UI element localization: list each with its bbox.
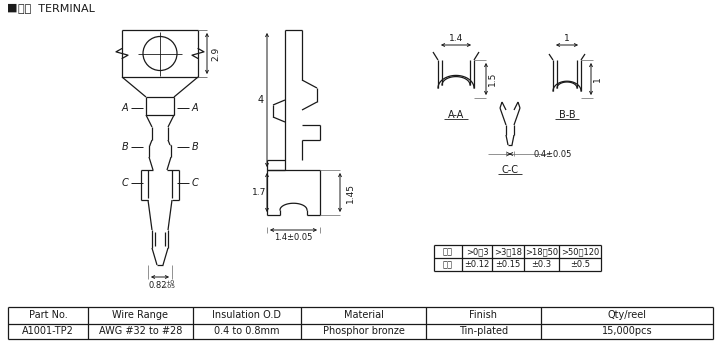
Text: A: A	[122, 103, 128, 113]
Text: 端子  TERMINAL: 端子 TERMINAL	[18, 3, 95, 13]
Text: -.05: -.05	[164, 285, 176, 289]
Text: B-B: B-B	[559, 110, 575, 120]
Text: >18～50: >18～50	[525, 247, 558, 256]
Text: 1.4: 1.4	[449, 33, 463, 42]
Text: Wire Range: Wire Range	[112, 310, 169, 321]
Text: 1.7: 1.7	[252, 188, 266, 197]
Text: >3～18: >3～18	[494, 247, 522, 256]
Text: Tin-plated: Tin-plated	[459, 326, 508, 336]
Text: ±0.12: ±0.12	[464, 260, 490, 269]
Text: ±0.5: ±0.5	[570, 260, 590, 269]
Text: Insulation O.D: Insulation O.D	[213, 310, 281, 321]
Text: B: B	[122, 142, 128, 152]
Text: ±0.3: ±0.3	[531, 260, 552, 269]
Text: 0.82: 0.82	[149, 280, 167, 289]
Text: Phosphor bronze: Phosphor bronze	[322, 326, 404, 336]
Text: >0～3: >0～3	[466, 247, 488, 256]
Text: 1: 1	[593, 76, 601, 82]
Text: 0.4±0.05: 0.4±0.05	[534, 149, 572, 158]
Text: C-C: C-C	[502, 165, 518, 175]
Text: A1001-TP2: A1001-TP2	[22, 326, 74, 336]
Text: 1.4±0.05: 1.4±0.05	[274, 234, 313, 243]
Text: +0: +0	[165, 280, 174, 286]
Text: Part No.: Part No.	[29, 310, 67, 321]
Text: 公差: 公差	[443, 260, 453, 269]
Text: Finish: Finish	[469, 310, 497, 321]
Text: Material: Material	[344, 310, 384, 321]
Text: 15,000pcs: 15,000pcs	[602, 326, 653, 336]
Text: Qty/reel: Qty/reel	[608, 310, 647, 321]
Text: >50～120: >50～120	[561, 247, 599, 256]
Text: C: C	[192, 178, 198, 188]
Text: 1.5: 1.5	[487, 72, 497, 86]
Text: C: C	[122, 178, 128, 188]
Text: 0.4 to 0.8mm: 0.4 to 0.8mm	[214, 326, 280, 336]
Text: ■: ■	[7, 3, 17, 13]
Text: ±0.15: ±0.15	[495, 260, 521, 269]
Text: A: A	[192, 103, 198, 113]
Text: 1: 1	[564, 33, 570, 42]
Text: 范囲: 范囲	[443, 247, 453, 256]
Text: 2.9: 2.9	[211, 46, 221, 61]
Text: AWG #32 to #28: AWG #32 to #28	[99, 326, 182, 336]
Text: 1.45: 1.45	[345, 183, 355, 203]
Text: 4: 4	[258, 95, 264, 105]
Text: B: B	[192, 142, 198, 152]
Text: A-A: A-A	[448, 110, 464, 120]
